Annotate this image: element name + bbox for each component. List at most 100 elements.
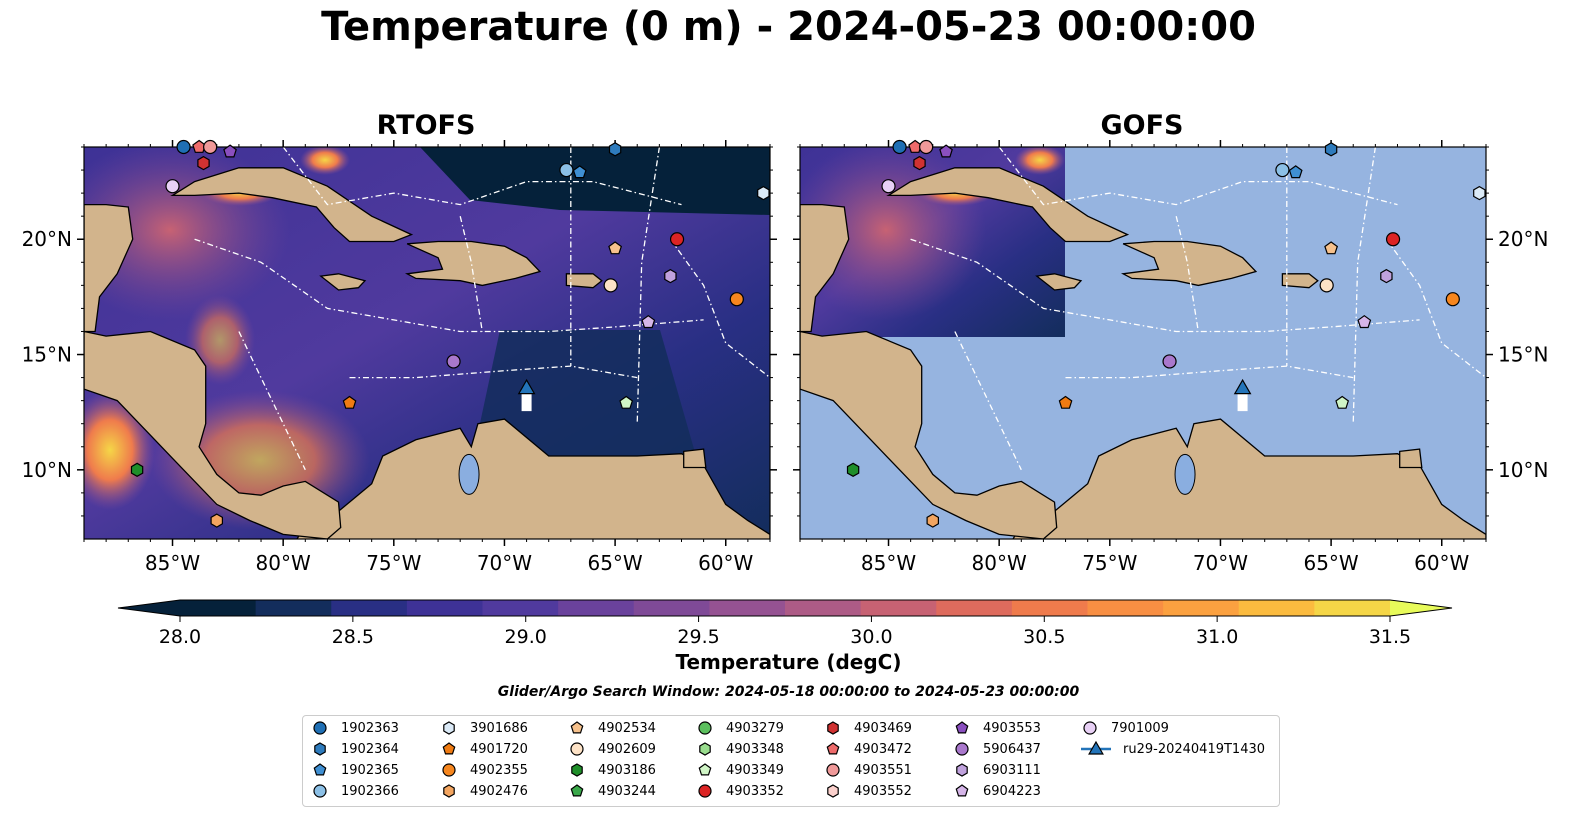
float-marker-1902366 — [559, 162, 574, 178]
float-marker-4902476 — [210, 513, 223, 528]
float-marker-1902364 — [1324, 142, 1338, 157]
float-marker-4903349 — [1335, 395, 1350, 409]
legend-marker-icon — [313, 784, 327, 798]
lon-tick-label: 70°W — [477, 551, 532, 575]
legend-item: 4903551 — [822, 760, 912, 780]
legend-item: 1902363 — [309, 718, 399, 738]
legend-label: 4903552 — [854, 783, 912, 799]
legend-label: 1902364 — [341, 741, 399, 757]
hispaniola-land — [1120, 240, 1258, 287]
lon-tick-label: 75°W — [366, 551, 421, 575]
legend-marker-icon — [956, 763, 968, 777]
eez-boundary — [194, 238, 704, 333]
legend-label: 4903352 — [726, 783, 784, 799]
legend-item: 3901686 — [438, 718, 528, 738]
legend-marker-icon — [955, 721, 969, 734]
float-marker-ru29-20240419T1430 — [1233, 378, 1252, 395]
float-marker-4903352 — [669, 232, 685, 247]
legend-marker-icon — [313, 721, 327, 735]
legend-item: 4901720 — [438, 739, 528, 759]
cuba-land — [170, 167, 414, 243]
float-marker-6903111 — [664, 268, 677, 284]
legend-item: 4902534 — [566, 718, 656, 738]
legend-marker-icon — [442, 742, 456, 755]
central-america-land — [84, 330, 342, 539]
legend-item: 4903553 — [951, 718, 1041, 738]
colorbar-tick-label: 29.0 — [505, 626, 547, 648]
puerto-rico-land — [565, 273, 603, 289]
float-marker-4903469 — [197, 155, 210, 171]
legend-item: 4903186 — [566, 760, 656, 780]
float-marker-6904223 — [641, 314, 656, 329]
colorbar-tick-label: 29.5 — [677, 626, 719, 648]
legend-marker-icon — [443, 721, 455, 735]
lat-tick-label: 15°N — [22, 343, 72, 367]
colorbar: 28.0 28.5 29.0 29.5 30.0 30.5 31.0 31.5 — [117, 599, 1453, 648]
legend-item: 4903279 — [694, 718, 784, 738]
legend-item: ru29-20240419T1430 — [1079, 739, 1265, 759]
legend-marker-icon — [955, 784, 969, 797]
float-marker-4903186 — [846, 462, 860, 477]
eez-boundary — [998, 147, 1398, 206]
legend-marker-icon — [827, 784, 839, 798]
legend-label: 4903244 — [598, 783, 656, 799]
legend-item: 4903472 — [822, 739, 912, 759]
legend-item: 1902365 — [309, 760, 399, 780]
colorbar-tick-label: 28.5 — [332, 626, 374, 648]
lat-tick-label: 10°N — [22, 458, 72, 482]
float-marker-1902365 — [572, 165, 587, 179]
chart-title: Temperature (0 m) - 2024-05-23 00:00:00 — [321, 4, 1256, 50]
float-marker-4901720 — [342, 395, 357, 409]
float-marker-4903551 — [203, 139, 218, 155]
axis-ticks: 85°W 80°W 75°W 70°W 65°W 60°W 10°N 15°N 20°N 85°W… — [22, 140, 1548, 575]
lat-tick-label: 20°N — [22, 227, 72, 251]
eez-boundary — [349, 365, 638, 379]
legend-label: 4903469 — [854, 720, 912, 736]
colorbar-tick-label: 30.5 — [1023, 626, 1065, 648]
float-marker-3901686 — [757, 185, 770, 201]
colorbar-extend-high — [1390, 600, 1452, 616]
float-marker-4903551 — [919, 139, 934, 155]
float-marker-6904223 — [1357, 314, 1372, 329]
legend-marker-icon — [955, 742, 969, 756]
eez-boundary — [1065, 365, 1354, 379]
legend-marker-icon — [699, 742, 711, 756]
colorbar-segment — [936, 600, 1013, 616]
legend-marker-icon — [698, 721, 712, 735]
colorbar-segment — [1011, 600, 1088, 616]
legend-item: 4903352 — [694, 781, 784, 801]
yucatan-land — [800, 203, 850, 333]
glider-track — [1237, 389, 1248, 412]
legend-marker-icon — [826, 742, 840, 755]
legend-label: 4902355 — [470, 762, 528, 778]
float-marker-4903352 — [1385, 232, 1401, 247]
legend-marker-icon — [570, 721, 584, 734]
legend-marker-icon — [570, 784, 584, 797]
eez-boundary — [669, 238, 770, 379]
colorbar-segment — [558, 600, 635, 616]
legend-item: 4903348 — [694, 739, 784, 759]
jamaica-land — [319, 273, 367, 291]
legend-marker-icon — [570, 742, 584, 756]
colorbar-segment — [1087, 600, 1164, 616]
float-marker-4903553 — [223, 144, 237, 158]
colorbar-segment — [406, 600, 483, 616]
legend-label: 1902363 — [341, 720, 399, 736]
float-marker-4902534 — [1324, 241, 1339, 255]
panel-title-rtofs: RTOFS — [376, 110, 476, 141]
cold-region-south — [470, 330, 700, 470]
legend-marker-icon — [826, 763, 840, 777]
colorbar-label: Temperature (degC) — [675, 650, 902, 674]
eez-boundary — [282, 147, 682, 206]
float-marker-4902534 — [608, 241, 623, 255]
colorbar-tick-label: 30.0 — [850, 626, 892, 648]
float-marker-1902365 — [1288, 165, 1303, 179]
lon-tick-label: 60°W — [1414, 551, 1469, 575]
float-marker-1902366 — [1275, 162, 1290, 178]
legend-label: 4901720 — [470, 741, 528, 757]
float-marker-4903349 — [619, 395, 634, 409]
colorbar-tick-label: 31.5 — [1369, 626, 1411, 648]
float-marker-4902609 — [603, 278, 618, 293]
legend: 1902363 1902364 1902365 1902366 3901686 49017… — [302, 715, 1280, 807]
